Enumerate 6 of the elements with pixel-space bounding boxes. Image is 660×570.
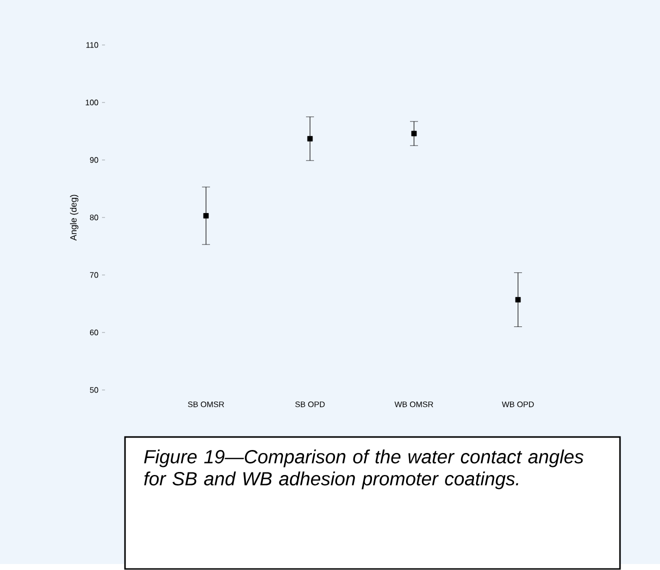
point	[307, 136, 313, 142]
point	[411, 130, 417, 136]
y-axis-title: Angle (deg)	[70, 195, 78, 241]
point	[203, 213, 209, 219]
point	[515, 297, 521, 303]
caption: Figure 19—Comparison of the water contact angles for SB and WB adhesion promoter coatings.	[144, 450, 584, 490]
